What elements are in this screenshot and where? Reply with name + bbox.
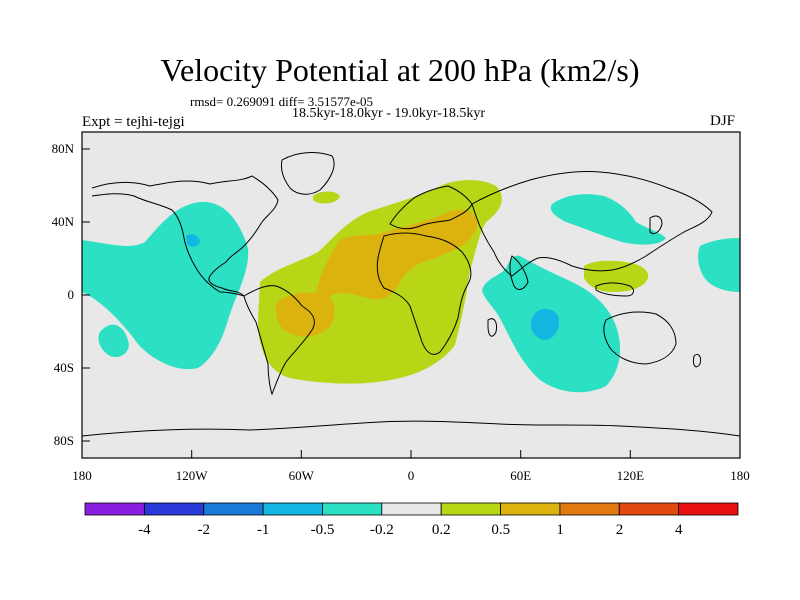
colorbar-label: -0.5	[311, 522, 335, 538]
negative-region-east-pacific	[82, 201, 249, 370]
lon-tick-label: 0	[408, 468, 415, 483]
period-label: 18.5kyr-18.0kyr - 19.0kyr-18.5kyr	[292, 106, 486, 121]
colorbar-box	[678, 502, 739, 516]
positive-core-south-america	[275, 292, 335, 337]
colorbar-box	[440, 502, 501, 516]
negative-region-sw-pacific	[98, 324, 129, 358]
season-label: DJF	[710, 113, 736, 129]
negative-core-mexico	[186, 234, 200, 247]
coastlines	[81, 152, 741, 437]
coast-madagascar	[487, 318, 497, 337]
positive-region-maritime-continent	[584, 260, 649, 292]
colorbar-box	[262, 502, 323, 516]
lon-tick-label: 60W	[289, 468, 315, 483]
lat-tick-label: 40S	[54, 360, 74, 375]
colorbar-label: -4	[138, 522, 151, 538]
positive-region-atlantic-north	[313, 191, 340, 204]
negative-region-nw-pacific	[550, 194, 666, 245]
colorbar-label: -2	[198, 522, 211, 538]
colorbar-label: -0.2	[370, 522, 394, 538]
coast-antarctica	[81, 420, 741, 437]
coast-indonesia	[595, 282, 634, 297]
lat-tick-label: 40N	[52, 214, 75, 229]
longitude-axis: 180 120W 60W 0 60E 120E 180	[72, 450, 750, 483]
colorbar: -4 -2 -1 -0.5 -0.2 0.2 0.5 1 2 4	[84, 502, 739, 538]
colorbar-label: -1	[257, 522, 270, 538]
colorbar-box	[381, 502, 442, 516]
lat-tick-label: 80S	[54, 433, 74, 448]
coast-asia	[471, 171, 713, 277]
colorbar-box	[500, 502, 561, 516]
coast-north-america	[91, 175, 279, 297]
colorbar-label: 2	[616, 522, 624, 538]
coast-south-america	[243, 285, 315, 396]
lon-tick-label: 60E	[510, 468, 531, 483]
coast-australia	[603, 311, 677, 365]
colorbar-box	[84, 502, 145, 516]
lon-tick-label: 120W	[176, 468, 209, 483]
colorbar-box	[203, 502, 264, 516]
colorbar-box	[618, 502, 680, 516]
coast-africa	[376, 232, 472, 355]
lat-tick-label: 0	[68, 287, 75, 302]
latitude-axis: 80N 40N 0 40S 80S	[52, 141, 90, 448]
colorbar-label: 1	[556, 522, 564, 538]
contour-fields	[82, 180, 740, 393]
coast-greenland	[281, 152, 335, 195]
lat-tick-label: 80N	[52, 141, 75, 156]
stats-line: rmsd= 0.269091 diff= 3.51577e-05	[190, 94, 374, 109]
map-title: Velocity Potential at 200 hPa (km2/s)	[160, 52, 640, 88]
positive-core-sahara	[315, 210, 478, 301]
negative-region-dateline	[698, 238, 740, 292]
experiment-label: Expt = tejhi-tejgi	[82, 114, 185, 130]
colorbar-label: 0.5	[491, 522, 510, 538]
colorbar-label: 0.2	[432, 522, 451, 538]
lon-tick-label: 120E	[617, 468, 645, 483]
coast-india	[509, 255, 529, 290]
colorbar-box	[143, 502, 205, 516]
lon-tick-label: 180	[730, 468, 750, 483]
coast-japan	[649, 215, 663, 235]
coast-new-zealand	[693, 353, 701, 368]
lon-tick-label: 180	[72, 468, 92, 483]
negative-core-indian-ocean	[530, 308, 560, 340]
colorbar-box	[322, 502, 383, 516]
colorbar-label: 4	[675, 522, 683, 538]
colorbar-box	[559, 502, 620, 516]
